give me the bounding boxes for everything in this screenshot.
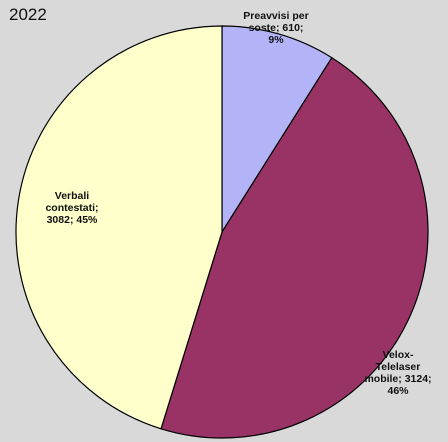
chart-title: 2022 [9, 5, 47, 24]
pie-slice-velox [160, 56, 429, 439]
data-label-velox: Velox- Telelaser mobile; 3124; 46% [364, 349, 432, 398]
pie-slice-verbali [15, 25, 223, 430]
data-label-verbali: Verbali contestati; 3082; 45% [45, 190, 99, 227]
data-label-preavvisi: Preavvisi per soste; 610; 9% [243, 10, 309, 47]
pie-slice-preavvisi [221, 25, 333, 235]
